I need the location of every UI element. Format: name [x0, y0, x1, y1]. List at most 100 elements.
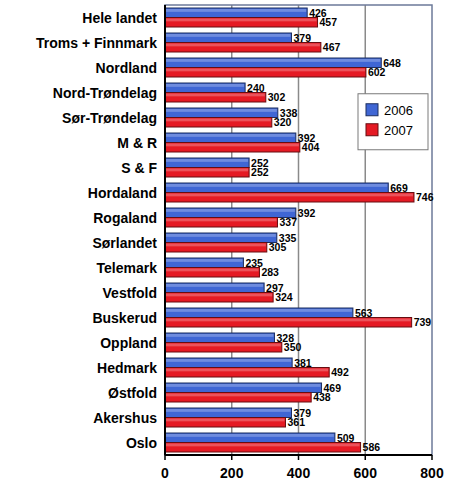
data-label: 509: [337, 432, 355, 444]
bar: [165, 18, 318, 28]
bar: [165, 243, 267, 253]
bar: [165, 58, 381, 68]
category-label: Akershus: [93, 410, 157, 426]
tick-mark: [298, 455, 300, 460]
bar-highlight: [166, 194, 413, 197]
bar-highlight: [166, 319, 411, 322]
bar-highlight: [166, 384, 321, 387]
chart-svg: 4263796482403383922526693923352352975633…: [0, 0, 455, 491]
axis-line-y: [164, 5, 166, 455]
bar: [165, 133, 296, 143]
data-label: 563: [355, 307, 373, 319]
bar-highlight: [166, 19, 317, 22]
data-label: 492: [331, 366, 349, 378]
data-label: 467: [323, 41, 341, 53]
chart-container: 4263796482403383922526693923352352975633…: [0, 0, 455, 491]
bar: [165, 343, 282, 353]
category-label: Østfold: [108, 385, 157, 401]
data-label: 361: [287, 416, 305, 428]
bar-highlight: [166, 269, 258, 272]
bar: [165, 118, 272, 128]
bar-highlight: [166, 434, 334, 437]
bar: [165, 108, 278, 118]
data-label: 379: [293, 32, 311, 44]
category-label: Hedmark: [97, 360, 157, 376]
bar: [165, 218, 277, 228]
bar-highlight: [166, 284, 263, 287]
bar: [165, 393, 311, 403]
bar: [165, 43, 321, 53]
category-label: Oslo: [126, 435, 157, 451]
bar: [165, 208, 296, 218]
legend-swatch: [366, 104, 378, 116]
category-label: Oppland: [100, 335, 157, 351]
bar-highlight: [166, 219, 276, 222]
bar: [165, 83, 245, 93]
category-label: Buskerud: [92, 310, 157, 326]
bars: [165, 8, 414, 452]
bar: [165, 168, 249, 178]
bar-highlight: [166, 369, 328, 372]
data-label: 302: [268, 91, 286, 103]
tick-mark: [365, 455, 367, 460]
bar-highlight: [166, 84, 244, 87]
bar-highlight: [166, 169, 248, 172]
bar-highlight: [166, 9, 306, 12]
bar: [165, 283, 264, 293]
bar-highlight: [166, 419, 284, 422]
bar: [165, 383, 322, 393]
bar: [165, 93, 266, 103]
data-label: 324: [275, 291, 293, 303]
bar-highlight: [166, 134, 295, 137]
bar-highlight: [166, 394, 310, 397]
bar: [165, 33, 291, 43]
data-label: 350: [284, 341, 302, 353]
category-label: Nordland: [96, 60, 157, 76]
category-label: Hordaland: [88, 185, 157, 201]
data-label: 746: [416, 191, 434, 203]
tick-label: 600: [354, 465, 378, 481]
bar: [165, 193, 414, 203]
bar: [165, 258, 243, 268]
bar: [165, 68, 366, 78]
bar: [165, 158, 249, 168]
bar-highlight: [166, 119, 271, 122]
bar-highlight: [166, 359, 291, 362]
category-label: Nord-Trøndelag: [53, 85, 157, 101]
bar-highlight: [166, 334, 273, 337]
tick-mark: [164, 455, 166, 460]
bar: [165, 233, 277, 243]
category-label: S & F: [121, 160, 157, 176]
bar: [165, 183, 388, 193]
category-label: Vestfold: [103, 285, 157, 301]
bar: [165, 408, 291, 418]
data-label: 240: [247, 82, 265, 94]
bar-highlight: [166, 44, 320, 47]
bar: [165, 268, 259, 278]
bar: [165, 368, 329, 378]
data-label: 252: [251, 166, 269, 178]
bar-highlight: [166, 444, 360, 447]
bar-highlight: [166, 294, 272, 297]
bar: [165, 8, 307, 18]
bar-highlight: [166, 344, 281, 347]
bar-highlight: [166, 184, 387, 187]
bar-highlight: [166, 59, 380, 62]
tick-label: 0: [161, 465, 169, 481]
category-label: Telemark: [97, 260, 158, 276]
data-label: 739: [414, 316, 432, 328]
bar-highlight: [166, 259, 242, 262]
bar: [165, 418, 285, 428]
category-label: Sør-Trøndelag: [62, 110, 157, 126]
bar-highlight: [166, 94, 265, 97]
plot-frame: [165, 5, 432, 455]
bar-highlight: [166, 144, 299, 147]
bar: [165, 293, 273, 303]
bar: [165, 318, 412, 328]
tick-label: 400: [287, 465, 311, 481]
data-label: 320: [274, 116, 292, 128]
tick-label: 800: [420, 465, 444, 481]
bar: [165, 333, 274, 343]
data-label: 305: [269, 241, 287, 253]
bar: [165, 308, 353, 318]
